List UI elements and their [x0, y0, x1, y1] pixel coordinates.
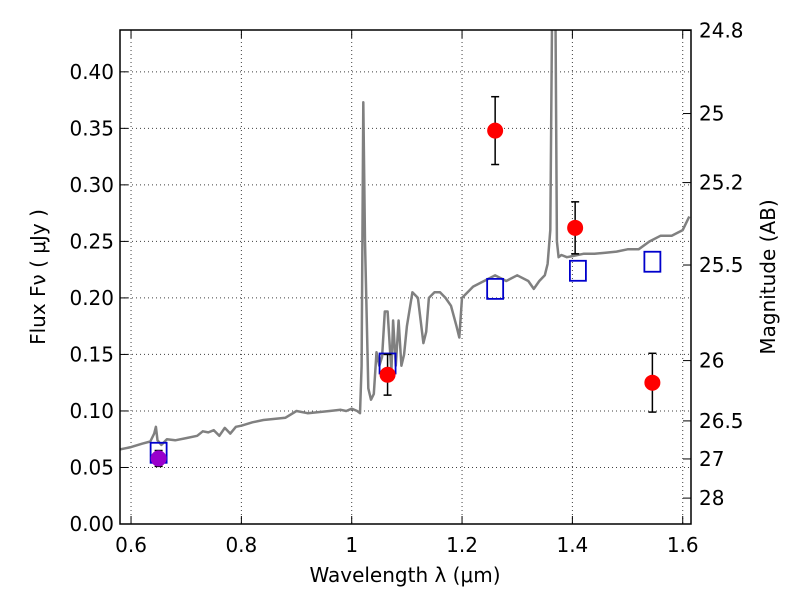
- x-tick-label: 1.2: [446, 533, 478, 557]
- model-spectrum-line: [120, 30, 691, 451]
- observed-flux-point: [567, 219, 584, 236]
- observed-flux-point: [379, 366, 396, 383]
- right-tick-label: 25.2: [699, 171, 744, 195]
- right-tick-label: 25.5: [699, 253, 744, 277]
- observed-flux-point: [644, 374, 661, 391]
- x-tick-label: 1: [345, 533, 358, 557]
- model-photometry-square: [643, 250, 662, 273]
- plot-frame: [119, 29, 692, 525]
- y-tick-label: 0.35: [69, 116, 114, 140]
- right-tick-label: 27: [699, 447, 724, 471]
- right-tick-label: 26.5: [699, 409, 744, 433]
- x-tick-label: 0.8: [225, 533, 257, 557]
- tick-labels: 0.6 0.8 1 1.2 1.4 1.6 0.00 0.05 0.10 0.15 0.20 0.25…: [69, 19, 743, 557]
- x-tick-label: 1.4: [556, 533, 588, 557]
- marker-layer: [149, 95, 662, 468]
- y-tick-label: 0.15: [69, 342, 114, 366]
- y-tick-label: 0.25: [69, 229, 114, 253]
- y-tick-label: 0.00: [69, 512, 114, 536]
- right-tick-label: 25: [699, 102, 724, 126]
- right-tick-label: 24.8: [699, 19, 744, 43]
- y-tick-label: 0.30: [69, 173, 114, 197]
- tick-marks: [120, 30, 691, 525]
- y-tick-label: 0.20: [69, 286, 114, 310]
- x-tick-label: 0.6: [115, 533, 147, 557]
- model-photometry-square: [486, 277, 505, 300]
- y-tick-label: 0.05: [69, 455, 114, 479]
- model-photometry-square: [569, 259, 587, 282]
- y-tick-label: 0.40: [69, 60, 114, 84]
- y-axis-title: Flux Fν ( μJy ): [26, 209, 50, 345]
- observed-flux-point: [150, 450, 167, 467]
- x-axis-title: Wavelength λ (μm): [309, 563, 500, 587]
- plot-background: [120, 30, 691, 524]
- y-tick-label: 0.10: [69, 399, 114, 423]
- right-tick-label: 28: [699, 486, 724, 510]
- data-layer: [120, 30, 691, 451]
- right-axis-title: Magnitude (AB): [756, 199, 780, 354]
- right-tick-label: 26: [699, 349, 724, 373]
- observed-flux-point: [487, 122, 504, 139]
- x-tick-label: 1.6: [667, 533, 699, 557]
